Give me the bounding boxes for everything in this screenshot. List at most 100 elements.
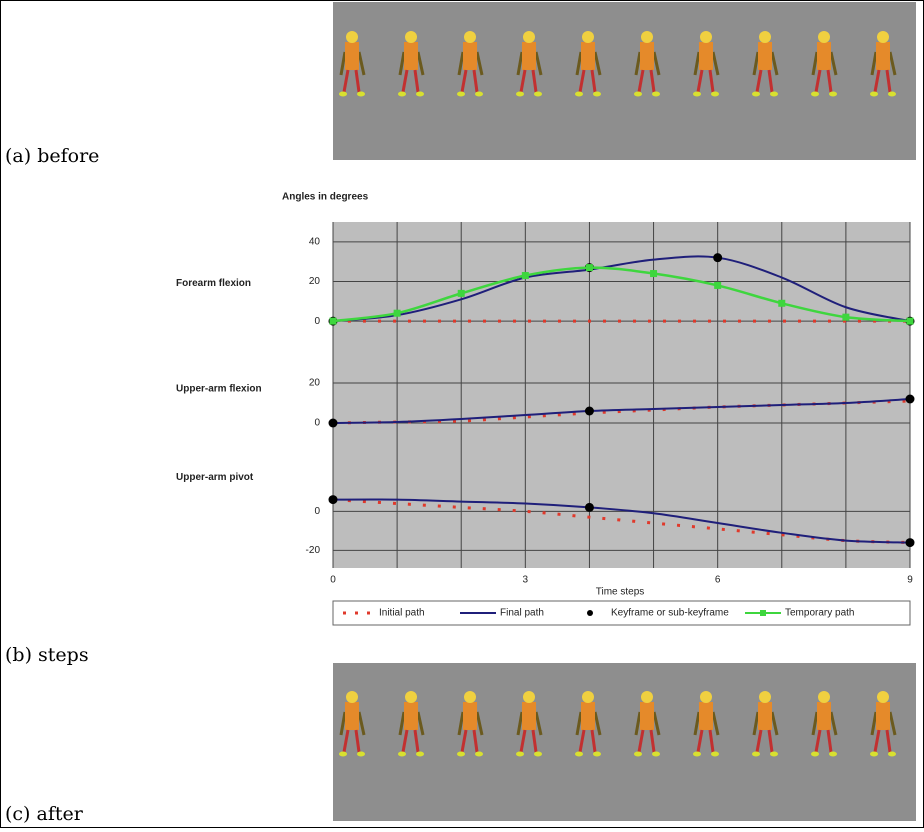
head bbox=[464, 691, 476, 703]
foot bbox=[770, 92, 778, 97]
head bbox=[877, 691, 889, 703]
foot bbox=[870, 92, 878, 97]
body bbox=[581, 702, 595, 730]
page: {"figure": {"labels": ["(a) before", "(b… bbox=[0, 0, 924, 832]
body bbox=[404, 42, 418, 70]
body bbox=[345, 42, 359, 70]
body bbox=[404, 702, 418, 730]
caption: (b) steps bbox=[5, 644, 89, 666]
foot bbox=[829, 752, 837, 757]
body bbox=[640, 42, 654, 70]
foot bbox=[575, 752, 583, 757]
legend-label: Temporary path bbox=[785, 608, 854, 619]
head bbox=[464, 31, 476, 43]
temporary-marker bbox=[586, 264, 593, 271]
temporary-marker bbox=[394, 310, 401, 317]
temporary-marker bbox=[522, 272, 529, 279]
head bbox=[582, 31, 594, 43]
panel-label: Upper-arm pivot bbox=[176, 472, 254, 483]
y-tick-label: -20 bbox=[306, 545, 321, 556]
x-tick-label: 6 bbox=[715, 575, 721, 586]
head bbox=[818, 31, 830, 43]
y-tick-label: 20 bbox=[309, 378, 321, 389]
body bbox=[758, 702, 772, 730]
keyframe bbox=[713, 253, 722, 262]
temporary-marker bbox=[714, 282, 721, 289]
body bbox=[699, 42, 713, 70]
legend-label: Initial path bbox=[379, 608, 425, 619]
foot bbox=[711, 92, 719, 97]
body bbox=[758, 42, 772, 70]
chart-title: Angles in degrees bbox=[282, 192, 369, 203]
foot bbox=[357, 752, 365, 757]
foot bbox=[398, 752, 406, 757]
foot bbox=[829, 92, 837, 97]
foot bbox=[516, 752, 524, 757]
foot bbox=[398, 92, 406, 97]
head bbox=[759, 31, 771, 43]
head bbox=[759, 691, 771, 703]
plot-area bbox=[333, 222, 910, 568]
body bbox=[463, 702, 477, 730]
head bbox=[523, 31, 535, 43]
foot bbox=[693, 752, 701, 757]
foot bbox=[516, 92, 524, 97]
keyframe bbox=[585, 503, 594, 512]
head bbox=[405, 31, 417, 43]
body bbox=[699, 702, 713, 730]
foot bbox=[475, 92, 483, 97]
foot bbox=[711, 752, 719, 757]
head bbox=[346, 691, 358, 703]
head bbox=[582, 691, 594, 703]
foot bbox=[770, 752, 778, 757]
keyframe bbox=[585, 407, 594, 416]
temporary-marker bbox=[458, 290, 465, 297]
foot bbox=[457, 92, 465, 97]
foot bbox=[357, 92, 365, 97]
temporary-marker bbox=[778, 300, 785, 307]
head bbox=[523, 691, 535, 703]
body bbox=[876, 42, 890, 70]
foot bbox=[416, 752, 424, 757]
figure: (a) before (b) steps (c) after Angles in… bbox=[0, 0, 924, 828]
head bbox=[405, 691, 417, 703]
keyframe bbox=[906, 395, 915, 404]
foot bbox=[752, 752, 760, 757]
x-tick-label: 0 bbox=[330, 575, 336, 586]
body bbox=[640, 702, 654, 730]
temporary-marker bbox=[907, 318, 914, 325]
y-tick-label: 20 bbox=[309, 276, 321, 287]
temporary-marker bbox=[330, 318, 337, 325]
foot bbox=[534, 92, 542, 97]
body bbox=[522, 702, 536, 730]
head bbox=[700, 31, 712, 43]
head bbox=[877, 31, 889, 43]
foot bbox=[475, 752, 483, 757]
foot bbox=[811, 92, 819, 97]
foot bbox=[888, 92, 896, 97]
foot bbox=[634, 92, 642, 97]
head bbox=[700, 691, 712, 703]
foot bbox=[870, 752, 878, 757]
head bbox=[818, 691, 830, 703]
head bbox=[641, 31, 653, 43]
foot bbox=[339, 92, 347, 97]
keyframe bbox=[329, 495, 338, 504]
body bbox=[345, 702, 359, 730]
legend-key bbox=[587, 610, 593, 616]
foot bbox=[534, 752, 542, 757]
y-tick-label: 40 bbox=[309, 236, 321, 247]
body bbox=[876, 702, 890, 730]
caption: (a) before bbox=[5, 145, 99, 167]
y-tick-label: 0 bbox=[314, 506, 320, 517]
temporary-marker bbox=[650, 270, 657, 277]
keyframe bbox=[906, 538, 915, 547]
foot bbox=[339, 752, 347, 757]
head bbox=[641, 691, 653, 703]
foot bbox=[416, 92, 424, 97]
y-tick-label: 0 bbox=[314, 316, 320, 327]
legend-key bbox=[760, 610, 766, 616]
foot bbox=[575, 92, 583, 97]
y-tick-label: 0 bbox=[314, 418, 320, 429]
caption: (c) after bbox=[5, 803, 84, 825]
